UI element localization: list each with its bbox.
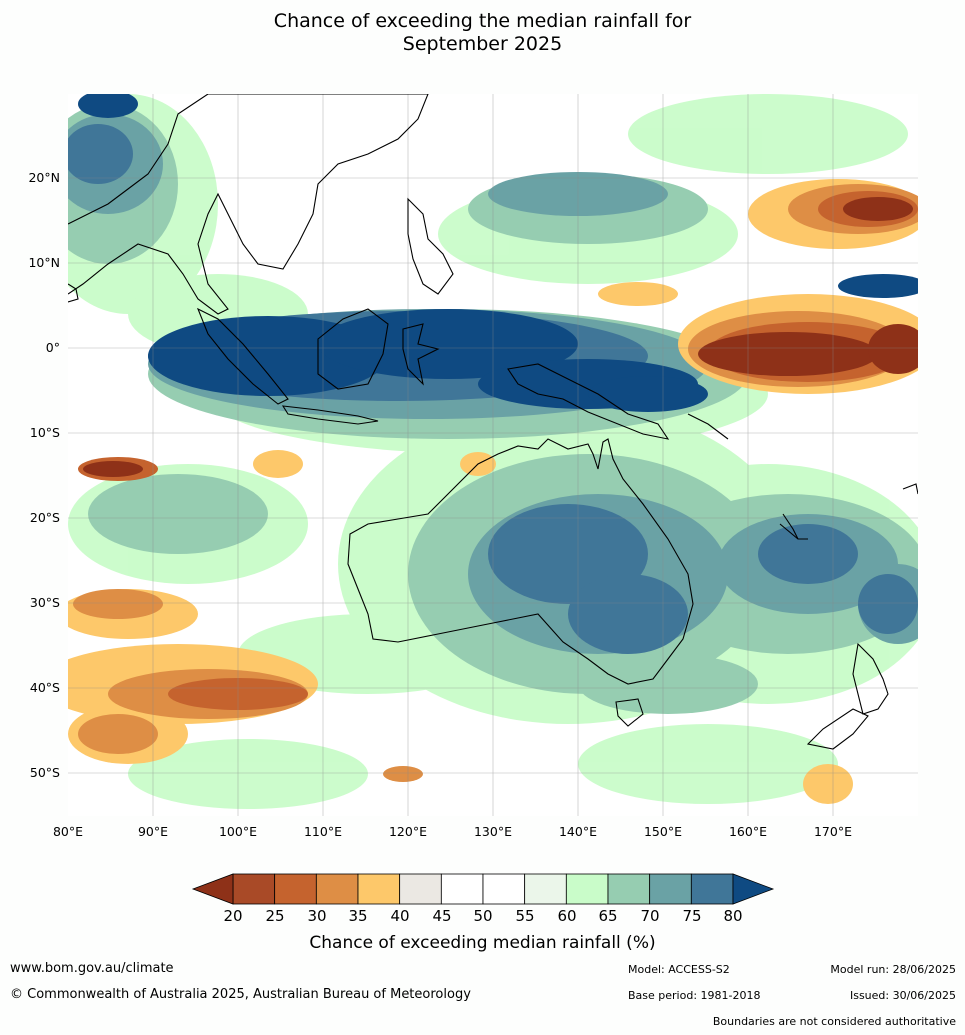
colorbar-high-arrow xyxy=(732,873,775,905)
sulawesi-coast xyxy=(402,323,440,386)
new-guinea-coast xyxy=(507,363,670,440)
coastlines xyxy=(68,94,918,750)
philippines-coast xyxy=(407,197,454,295)
lon-label-170e: 170°E xyxy=(813,824,852,839)
colorbar-label-50: 50 xyxy=(473,907,493,925)
colorbar-cell xyxy=(482,873,526,905)
wet-extreme-patches xyxy=(78,94,918,412)
colorbar-label-45: 45 xyxy=(432,907,452,925)
colorbar-cell xyxy=(399,873,442,905)
lat-label-10n: 10°N xyxy=(28,255,60,270)
colorbar-cell xyxy=(690,873,734,905)
lat-label-0: 0° xyxy=(45,340,60,355)
colorbar-label-20: 20 xyxy=(223,907,243,925)
colorbar-cells xyxy=(232,873,734,905)
rainfall-map xyxy=(68,94,918,816)
lat-label-50s: 50°S xyxy=(29,765,60,780)
colorbar-label-30: 30 xyxy=(307,907,327,925)
lon-label-80e: 80°E xyxy=(52,824,84,839)
website-link[interactable]: www.bom.gov.au/climate xyxy=(10,961,174,976)
solomon-islands-coast xyxy=(687,413,729,440)
colorbar-cell xyxy=(565,873,609,905)
colorbar-cell xyxy=(440,873,484,905)
nz-south-coast xyxy=(806,708,869,750)
disclaimer-text: Boundaries are not considered authoritat… xyxy=(712,1015,956,1028)
issued-text: Issued: 30/06/2025 xyxy=(849,989,956,1002)
new-caledonia-coast xyxy=(779,523,808,540)
lon-label-100e: 100°E xyxy=(218,824,257,839)
tasmania-coast xyxy=(615,698,644,727)
map-title: Chance of exceeding the median rainfall … xyxy=(0,10,965,56)
nz-north-coast xyxy=(852,642,889,715)
colorbar-title: Chance of exceeding median rainfall (%) xyxy=(309,933,656,953)
lon-label-120e: 120°E xyxy=(388,824,427,839)
colorbar-label-25: 25 xyxy=(265,907,285,925)
colorbar-label-65: 65 xyxy=(598,907,618,925)
colorbar-cell xyxy=(649,873,692,905)
colorbar-label-70: 70 xyxy=(640,907,660,925)
colorbar-cell xyxy=(232,873,276,905)
colorbar-label-80: 80 xyxy=(723,907,743,925)
rainfall-map-svg xyxy=(68,94,918,816)
colorbar-label-55: 55 xyxy=(515,907,535,925)
colorbar-low-arrow xyxy=(191,873,234,905)
model-run-text: Model run: 28/06/2025 xyxy=(830,963,956,976)
australia-coast xyxy=(347,438,694,685)
copyright-text: © Commonwealth of Australia 2025, Austra… xyxy=(10,987,471,1002)
lon-label-160e: 160°E xyxy=(728,824,767,839)
borneo-coast xyxy=(317,308,389,390)
lon-label-140e: 140°E xyxy=(558,824,597,839)
colorbar-label-40: 40 xyxy=(390,907,410,925)
lat-label-10s: 10°S xyxy=(29,425,60,440)
sumatra-coast xyxy=(196,307,289,405)
colorbar xyxy=(191,873,775,905)
model-text: Model: ACCESS-S2 xyxy=(628,963,730,976)
title-line-1: Chance of exceeding the median rainfall … xyxy=(273,10,692,32)
colorbar-cell xyxy=(524,873,567,905)
lat-label-30s: 30°S xyxy=(29,595,60,610)
vanuatu-coast xyxy=(782,513,799,540)
lon-label-130e: 130°E xyxy=(473,824,512,839)
colorbar-label-75: 75 xyxy=(682,907,702,925)
sri-lanka-coast xyxy=(68,283,79,303)
lat-label-20s: 20°S xyxy=(29,510,60,525)
colorbar-label-35: 35 xyxy=(348,907,368,925)
lon-label-150e: 150°E xyxy=(643,824,682,839)
lat-label-40s: 40°S xyxy=(29,680,60,695)
mainland-asia-coast xyxy=(68,94,429,315)
lon-label-90e: 90°E xyxy=(137,824,169,839)
java-coast xyxy=(281,405,379,425)
colorbar-cell xyxy=(274,873,317,905)
colorbar-cell xyxy=(607,873,651,905)
colorbar-cell xyxy=(315,873,359,905)
title-line-2: September 2025 xyxy=(402,33,563,55)
lon-label-110e: 110°E xyxy=(303,824,342,839)
colorbar-label-60: 60 xyxy=(557,907,577,925)
base-period-text: Base period: 1981-2018 xyxy=(628,989,761,1002)
colorbar-cell xyxy=(357,873,401,905)
lat-label-20n: 20°N xyxy=(28,170,60,185)
fiji-coast xyxy=(902,483,918,495)
